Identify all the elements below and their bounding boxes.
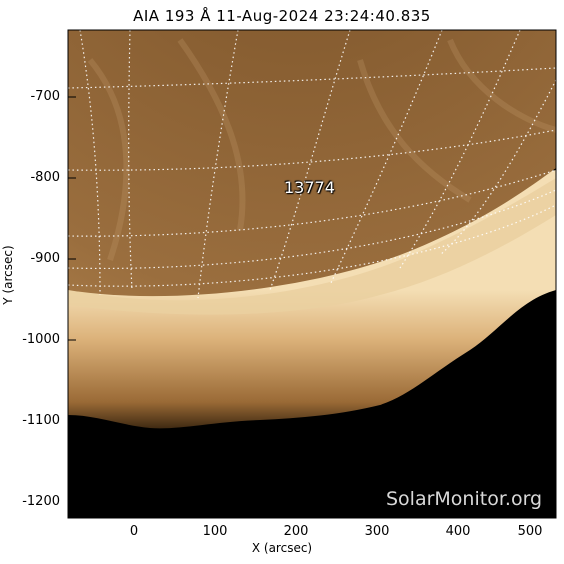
solar-disk <box>68 30 556 297</box>
x-ticks <box>133 510 540 518</box>
y-axis-label: Y (arcsec) <box>1 245 15 305</box>
x-tick-label: 0 <box>129 524 139 539</box>
x-tick-label: 200 <box>283 524 309 539</box>
limb-brightening <box>68 178 556 315</box>
plot-title: AIA 193 Å 11-Aug-2024 23:24:40.835 <box>133 7 431 25</box>
y-tick-label: -700 <box>30 89 60 104</box>
axes-frame <box>67 29 557 519</box>
y-tick-label: -1000 <box>22 332 60 347</box>
x-tick-label: 400 <box>445 524 471 539</box>
active-region-label: 13774 <box>284 178 335 197</box>
y-tick-label: -800 <box>30 170 60 185</box>
watermark-text: SolarMonitor.org <box>386 488 543 510</box>
y-tick-label: -1100 <box>22 413 60 428</box>
y-ticks <box>68 96 76 503</box>
x-tick-label: 300 <box>364 524 390 539</box>
y-tick-label: -1200 <box>22 494 60 509</box>
x-axis-label: X (arcsec) <box>251 541 313 555</box>
y-tick-label: -900 <box>30 251 60 266</box>
heliographic-grid <box>68 30 556 299</box>
x-tick-label: 100 <box>202 524 228 539</box>
x-tick-label: 500 <box>517 524 543 539</box>
